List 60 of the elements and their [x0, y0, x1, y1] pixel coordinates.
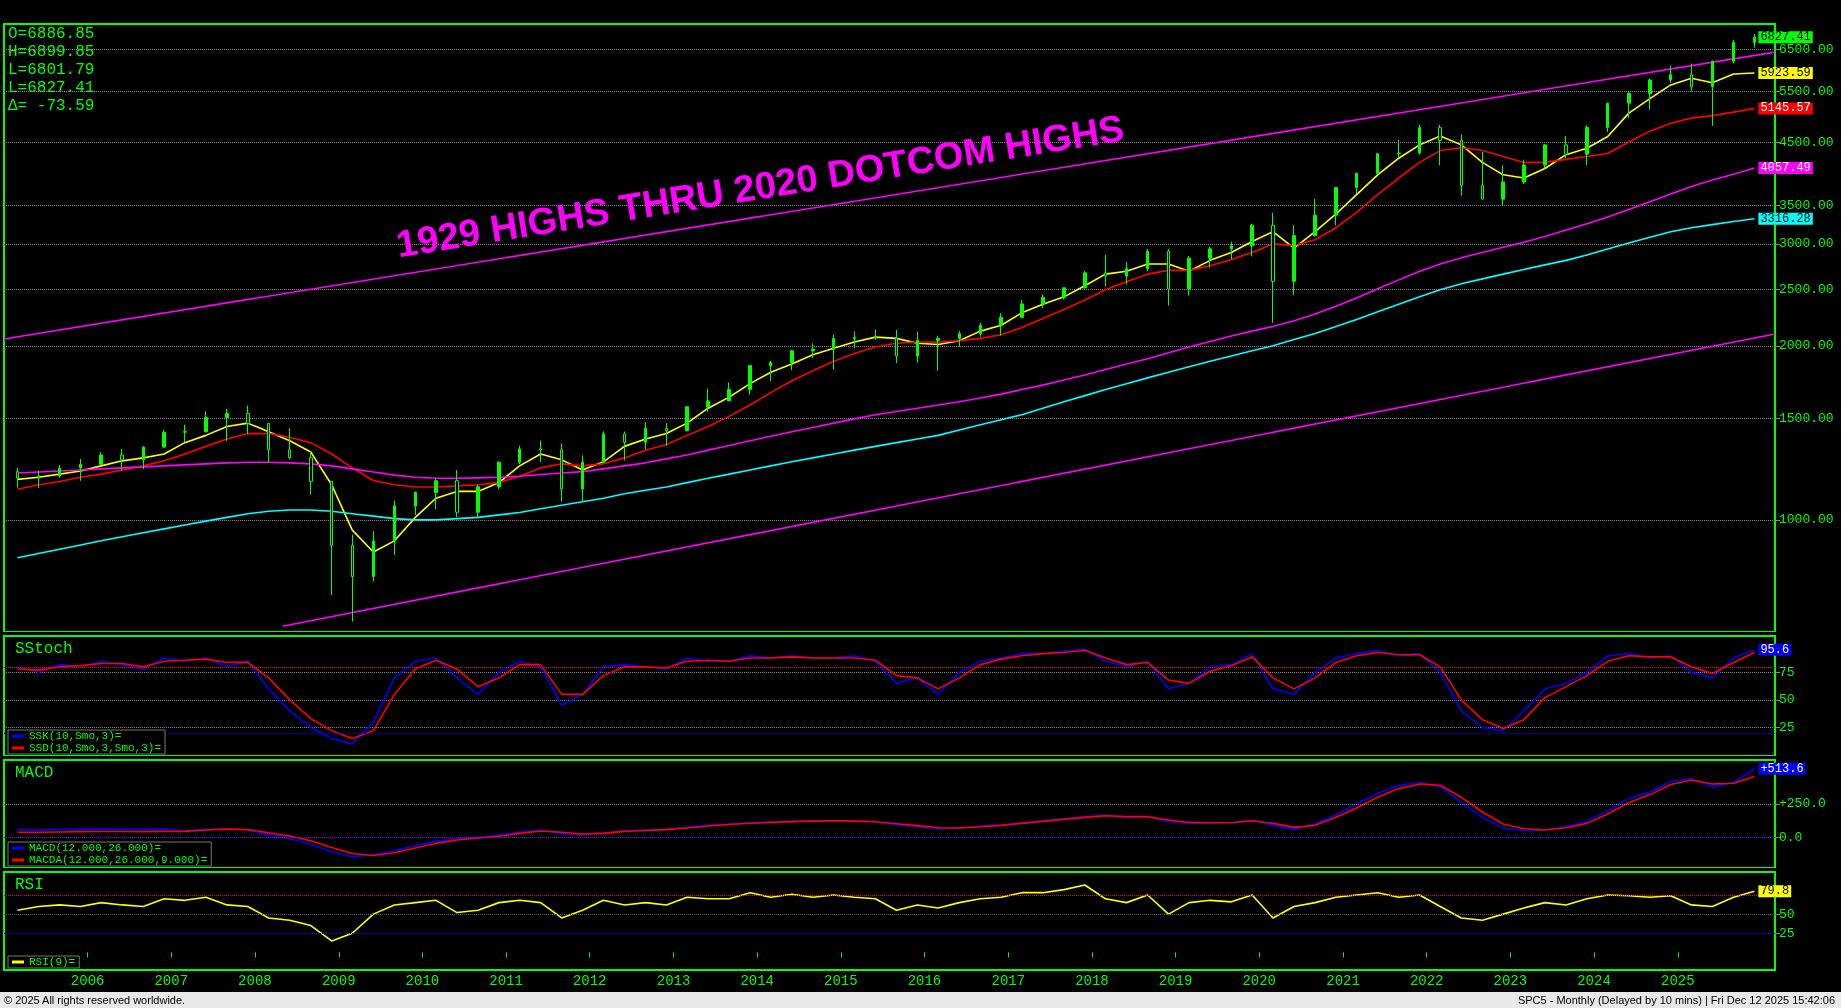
x-tick-label: 2010	[405, 973, 440, 989]
y-tick-label: 50	[1779, 906, 1795, 922]
y-tick-label: 3500.00	[1779, 197, 1834, 213]
legend-label: RSI(9)=	[29, 956, 76, 968]
y-tick-label: 6500.00	[1779, 42, 1834, 58]
legend-label: MACDA(12.000,26.000,9.000)=	[29, 854, 208, 866]
annotation: L=6827.41	[8, 79, 95, 97]
y-tick-label: 5500.00	[1779, 84, 1834, 100]
data-label: +513.6	[1760, 761, 1804, 776]
x-tick-label: 2021	[1326, 973, 1360, 989]
chart-title: MACD	[15, 764, 54, 782]
x-tick-label: 2012	[572, 973, 607, 989]
x-tick-label: 2016	[907, 973, 942, 989]
x-tick-label: 2009	[321, 973, 356, 989]
legend-label: MACD(12.000,26.000)=	[29, 842, 162, 854]
text: © 2025 All rights reserved worldwide.	[4, 994, 186, 1006]
legend-label: SSK(10,Smo,3)=	[29, 730, 122, 742]
annotation: O=6886.85	[8, 25, 95, 43]
y-tick-label: 75	[1779, 664, 1795, 680]
data-label: 5145.57	[1760, 101, 1811, 116]
y-tick-label: 3000.00	[1779, 236, 1834, 252]
y-tick-label: 0.0	[1779, 829, 1803, 845]
chart-title: RSI	[15, 876, 44, 894]
y-tick-label: 25	[1779, 925, 1795, 941]
text: 6827.41	[1760, 30, 1811, 45]
x-tick-label: 2020	[1242, 973, 1277, 989]
x-tick-label: 2013	[656, 973, 691, 989]
y-tick-label: +250.0	[1779, 796, 1826, 812]
x-tick-label: 2014	[740, 973, 774, 989]
data-label: 79.8	[1760, 884, 1790, 899]
data-label: 95.6	[1760, 642, 1790, 657]
x-tick-label: 2017	[991, 973, 1026, 989]
x-tick-label: 2022	[1409, 973, 1444, 989]
text: SPC5 - Monthly (Delayed by 10 mins) | Fri Dec 12 2025 15:42:06	[1517, 994, 1835, 1006]
annotation: L=6801.79	[8, 61, 95, 79]
x-tick-label: 2011	[489, 973, 523, 989]
x-tick-label: 2008	[238, 973, 272, 989]
data-label: 3316.28	[1760, 211, 1811, 226]
annotation: 1929 HIGHS THRU 2020 DOTCOM HIGHS	[393, 106, 1127, 266]
data-label: 4057.49	[1760, 161, 1811, 176]
x-tick-label: 2024	[1577, 973, 1611, 989]
y-tick-label: 4500.00	[1779, 134, 1834, 150]
y-tick-label: 1500.00	[1779, 410, 1834, 426]
y-tick-label: 2000.00	[1779, 338, 1834, 354]
y-tick-label: 50	[1779, 692, 1795, 708]
y-tick-label: 25	[1779, 719, 1795, 735]
y-tick-label: 1000.00	[1779, 512, 1834, 528]
data-label: 5923.59	[1760, 66, 1811, 81]
x-tick-label: 2015	[824, 973, 858, 989]
x-tick-label: 2019	[1158, 973, 1193, 989]
x-tick-label: 2018	[1075, 973, 1109, 989]
y-tick-label: 2500.00	[1779, 282, 1834, 298]
x-tick-label: 2025	[1661, 973, 1695, 989]
annotation: Δ= -73.59	[8, 97, 95, 115]
chart-title: SStoch	[15, 640, 73, 658]
x-tick-label: 2006	[70, 973, 105, 989]
x-tick-label: 2007	[154, 973, 189, 989]
legend-label: SSD(10,Smo,3,Smo,3)=	[29, 742, 162, 754]
annotation: H=6899.85	[8, 43, 95, 61]
x-tick-label: 2023	[1493, 973, 1528, 989]
